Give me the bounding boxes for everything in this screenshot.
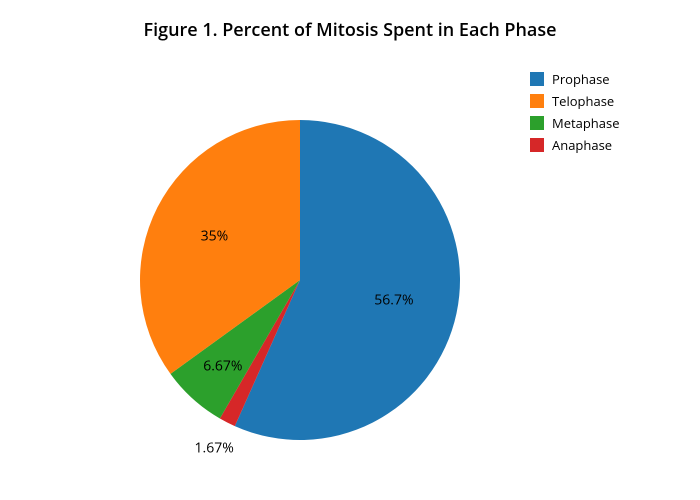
legend-item-metaphase: Metaphase bbox=[530, 114, 620, 132]
legend-swatch-metaphase bbox=[530, 116, 544, 130]
legend-label-prophase: Prophase bbox=[552, 70, 610, 88]
legend-swatch-anaphase bbox=[530, 138, 544, 152]
legend-item-prophase: Prophase bbox=[530, 70, 620, 88]
legend-label-anaphase: Anaphase bbox=[552, 136, 612, 154]
legend-swatch-prophase bbox=[530, 72, 544, 86]
legend-label-telophase: Telophase bbox=[552, 92, 614, 110]
legend-label-metaphase: Metaphase bbox=[552, 114, 620, 132]
legend: Prophase Telophase Metaphase Anaphase bbox=[530, 70, 620, 158]
legend-swatch-telophase bbox=[530, 94, 544, 108]
legend-item-anaphase: Anaphase bbox=[530, 136, 620, 154]
legend-item-telophase: Telophase bbox=[530, 92, 620, 110]
pie-chart: Figure 1. Percent of Mitosis Spent in Ea… bbox=[0, 0, 700, 500]
